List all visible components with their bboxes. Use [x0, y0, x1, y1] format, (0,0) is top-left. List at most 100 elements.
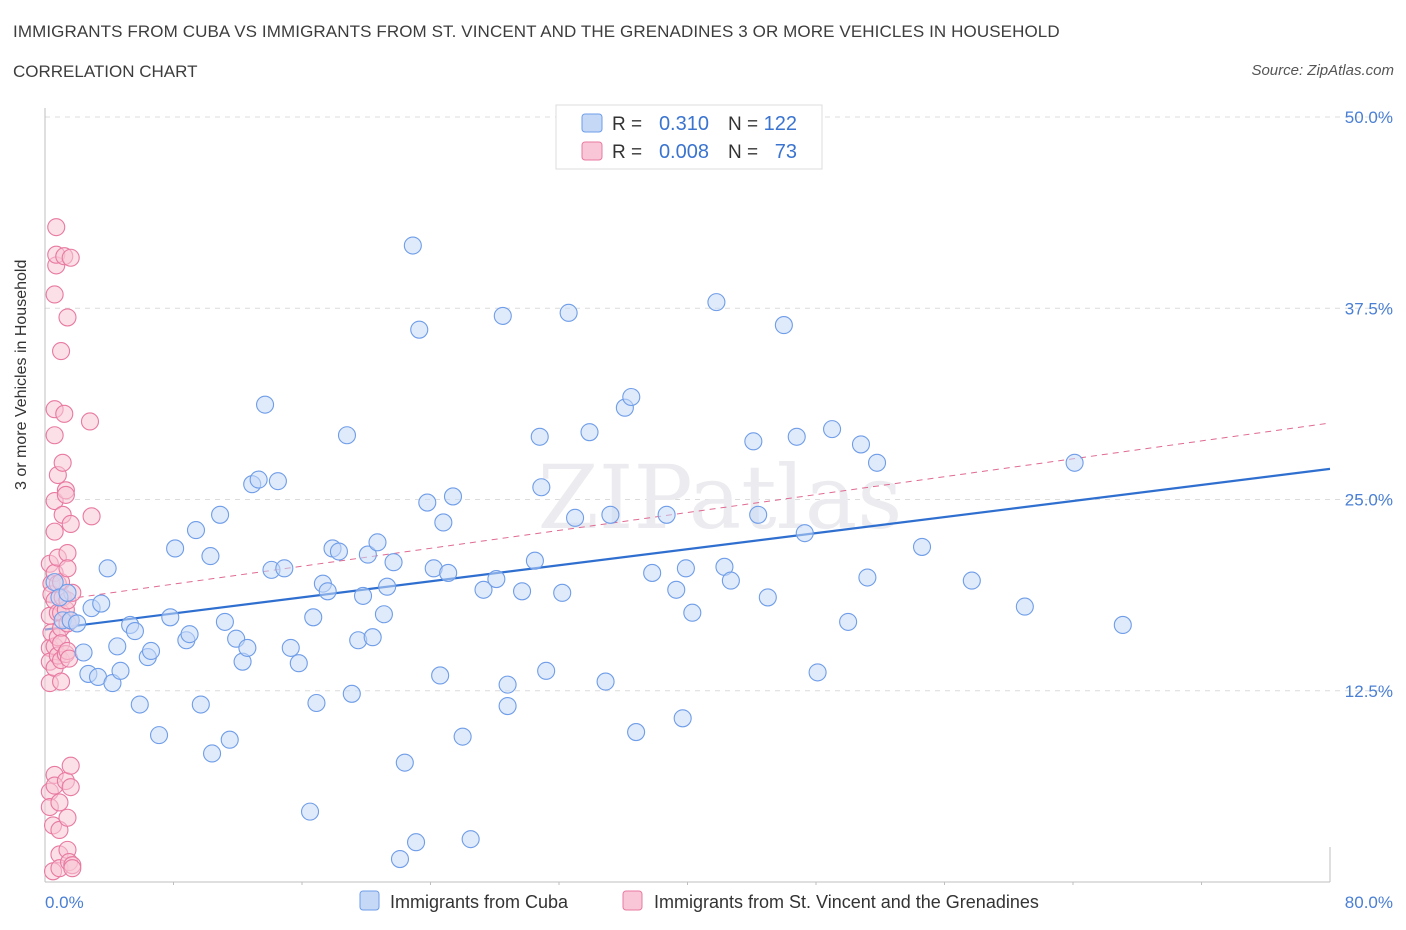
point-st-vincent [61, 248, 80, 267]
point-cuba [211, 505, 230, 524]
y-tick-label: 50.0% [1345, 108, 1393, 127]
point-cuba [749, 505, 768, 524]
point-cuba [795, 524, 814, 543]
point-cuba [439, 563, 458, 582]
point-cuba [474, 580, 493, 599]
x-tick-label-min: 0.0% [45, 893, 84, 912]
point-cuba [378, 577, 397, 596]
point-st-vincent [61, 756, 80, 775]
legend-n-value: 73 [775, 141, 797, 163]
legend-r-label: R = [612, 114, 642, 135]
legend-entry-label: Immigrants from St. Vincent and the Gren… [654, 892, 1039, 912]
point-cuba [787, 427, 806, 446]
point-cuba [74, 643, 93, 662]
legend-n-value: 122 [764, 113, 797, 135]
stats-legend: R = 0.310 N = 122 R = 0.008 N = 73 [555, 104, 823, 170]
legend-entry-label: Immigrants from Cuba [390, 892, 569, 912]
point-cuba [353, 586, 373, 605]
point-cuba [461, 830, 480, 849]
point-cuba [683, 603, 702, 622]
point-cuba [566, 508, 585, 527]
point-cuba [673, 709, 692, 728]
point-cuba [744, 432, 763, 451]
point-cuba [823, 420, 842, 439]
point-cuba [289, 654, 308, 673]
point-cuba [111, 661, 130, 680]
point-cuba [707, 293, 726, 312]
point-st-vincent [58, 808, 77, 827]
point-cuba [92, 594, 111, 613]
point-cuba [166, 539, 185, 558]
point-cuba [431, 666, 450, 685]
point-cuba [851, 435, 871, 454]
point-cuba [667, 580, 686, 599]
point-cuba [1113, 615, 1132, 635]
point-st-vincent [58, 308, 77, 327]
trend-line-cuba [44, 467, 1331, 631]
point-cuba [453, 727, 472, 746]
legend-r-value: 0.008 [659, 141, 709, 163]
point-cuba [304, 608, 323, 627]
point-cuba [318, 582, 337, 601]
point-cuba [1015, 597, 1034, 616]
y-tick-label: 12.5% [1345, 682, 1393, 701]
point-cuba [657, 505, 676, 524]
point-cuba [238, 638, 257, 657]
point-cuba [758, 588, 777, 607]
point-cuba [721, 571, 740, 590]
point-cuba [418, 493, 437, 512]
legend-r-label: R = [612, 142, 642, 163]
point-st-vincent [53, 453, 72, 472]
point-cuba [191, 695, 210, 714]
data-points [40, 218, 1132, 881]
point-cuba [434, 513, 453, 532]
point-cuba [186, 521, 206, 540]
point-cuba [622, 387, 641, 407]
point-cuba [300, 802, 320, 821]
legend-swatch [581, 141, 603, 161]
point-cuba [498, 696, 517, 716]
gridlines: 12.5% 25.0% 37.5% 50.0% [45, 108, 1393, 701]
point-cuba [342, 684, 361, 703]
axes: 0.0% 80.0% [44, 108, 1393, 912]
point-cuba [410, 320, 429, 339]
legend-swatch [581, 113, 603, 133]
legend-entry-swatch [359, 890, 380, 911]
point-cuba [149, 726, 169, 745]
point-cuba [808, 663, 827, 682]
legend-n-label: N = [728, 114, 758, 135]
series-legend: Immigrants from Cuba Immigrants from St. … [359, 890, 1039, 912]
point-cuba [256, 395, 275, 414]
point-cuba [1065, 453, 1084, 472]
point-st-vincent [82, 507, 101, 526]
point-cuba [532, 478, 551, 497]
y-tick-label: 37.5% [1345, 299, 1393, 318]
point-cuba [839, 612, 858, 631]
point-st-vincent [58, 543, 77, 563]
legend-r-value: 0.310 [659, 113, 709, 135]
point-cuba [774, 316, 793, 335]
legend-entry-swatch [622, 890, 643, 911]
point-cuba [58, 583, 77, 602]
point-cuba [487, 570, 506, 589]
point-cuba [180, 625, 199, 644]
point-cuba [867, 453, 887, 472]
point-st-vincent [56, 485, 75, 504]
point-st-vincent [45, 285, 64, 304]
trend-lines [44, 422, 1331, 631]
point-cuba [912, 537, 932, 556]
point-cuba [268, 472, 287, 491]
point-cuba [220, 730, 239, 749]
point-cuba [307, 693, 326, 713]
chart-subtitle: CORRELATION CHART [13, 62, 198, 81]
point-cuba [329, 542, 348, 561]
point-cuba [368, 533, 387, 552]
point-cuba [358, 545, 377, 564]
point-st-vincent [63, 859, 82, 878]
point-cuba [130, 695, 149, 714]
point-cuba [559, 303, 578, 322]
point-st-vincent [80, 412, 100, 431]
point-cuba [525, 551, 544, 570]
point-cuba [513, 582, 532, 601]
point-st-vincent [50, 793, 69, 812]
